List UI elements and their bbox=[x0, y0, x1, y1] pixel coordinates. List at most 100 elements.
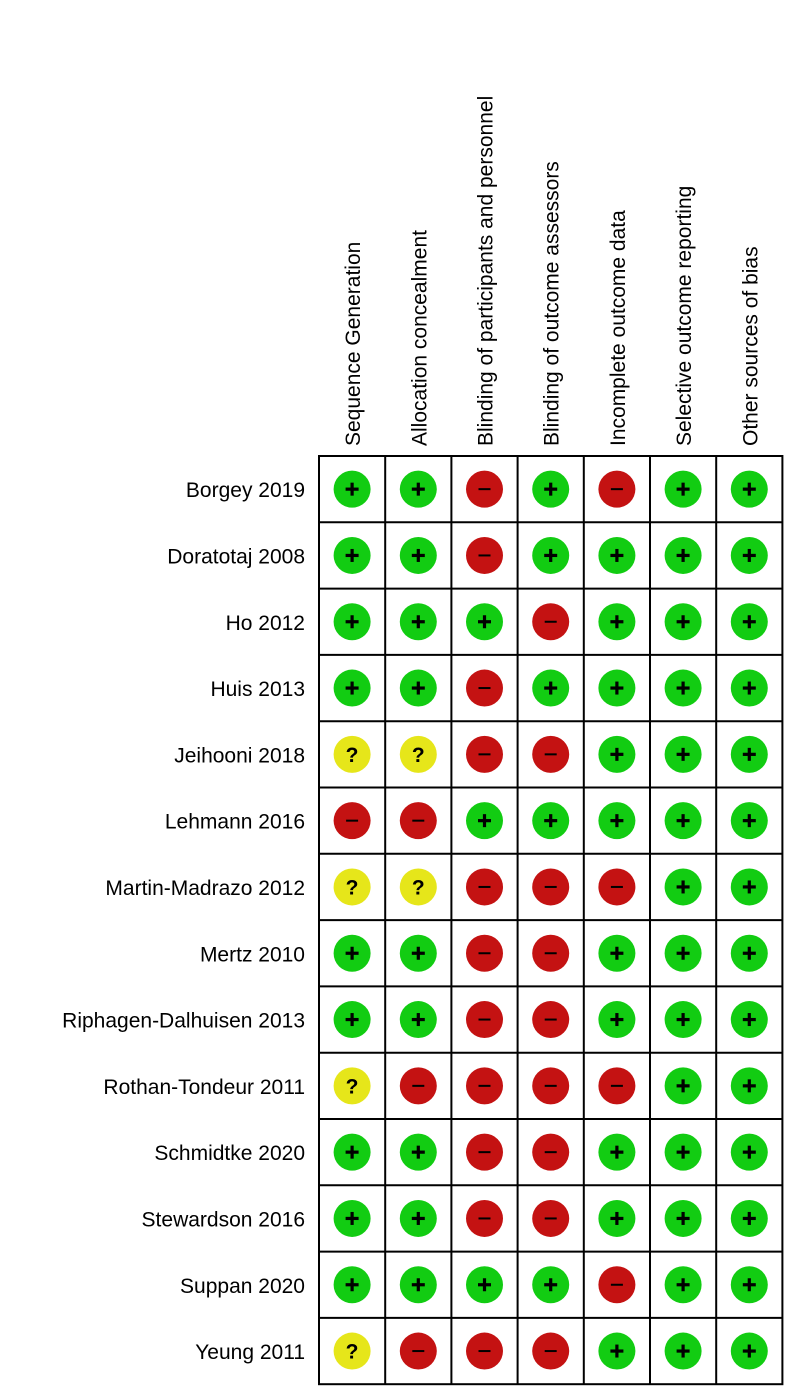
rating-circle bbox=[399, 735, 437, 773]
column-headers: Sequence Generation Allocation concealmen… bbox=[342, 96, 762, 446]
low-risk-mark bbox=[598, 802, 636, 840]
study-label: Jeihooni 2018 bbox=[174, 744, 305, 767]
low-risk-mark bbox=[664, 802, 702, 840]
minus-icon bbox=[478, 488, 491, 491]
study-label: Schmidtke 2020 bbox=[154, 1142, 305, 1165]
low-risk-mark bbox=[333, 536, 371, 574]
low-risk-mark bbox=[532, 470, 570, 508]
minus-icon bbox=[412, 1084, 425, 1087]
rating-circle bbox=[333, 1067, 371, 1105]
plus-icon bbox=[681, 1013, 685, 1027]
minus-icon bbox=[478, 554, 491, 557]
plus-icon bbox=[681, 1278, 685, 1292]
plus-icon bbox=[416, 548, 420, 562]
rating-circle bbox=[333, 868, 371, 906]
unclear-risk-mark: ? bbox=[333, 735, 371, 773]
low-risk-mark bbox=[598, 603, 636, 641]
plus-icon bbox=[681, 1211, 685, 1225]
plus-icon bbox=[549, 681, 553, 695]
plus-icon bbox=[747, 681, 751, 695]
minus-icon bbox=[610, 1084, 623, 1087]
low-risk-mark bbox=[466, 603, 503, 641]
low-risk-mark bbox=[399, 934, 437, 972]
plus-icon bbox=[350, 681, 354, 695]
column-header: Sequence Generation bbox=[342, 242, 365, 446]
low-risk-mark bbox=[730, 603, 768, 641]
low-risk-mark bbox=[399, 536, 437, 574]
low-risk-mark bbox=[532, 536, 570, 574]
study-label: Borgey 2019 bbox=[186, 479, 305, 502]
low-risk-mark bbox=[598, 669, 636, 707]
low-risk-mark bbox=[730, 1266, 768, 1304]
column-header: Other sources of bias bbox=[739, 246, 762, 446]
plus-icon bbox=[482, 615, 487, 629]
low-risk-mark bbox=[664, 1266, 702, 1304]
low-risk-mark bbox=[664, 536, 702, 574]
high-risk-mark bbox=[466, 470, 503, 508]
rating-cells: ?????? bbox=[333, 470, 768, 1370]
low-risk-mark bbox=[333, 1001, 371, 1039]
plus-icon bbox=[350, 1211, 354, 1225]
plus-icon bbox=[416, 482, 420, 496]
minus-icon bbox=[544, 885, 557, 888]
low-risk-mark bbox=[532, 802, 570, 840]
low-risk-mark bbox=[333, 603, 371, 641]
plus-icon bbox=[681, 548, 685, 562]
high-risk-mark bbox=[598, 470, 636, 508]
study-label: Suppan 2020 bbox=[180, 1275, 305, 1298]
high-risk-mark bbox=[466, 1199, 503, 1237]
plus-icon bbox=[482, 814, 487, 828]
study-label: Huis 2013 bbox=[210, 678, 305, 701]
plus-icon bbox=[350, 1013, 354, 1027]
minus-icon bbox=[478, 1217, 491, 1220]
low-risk-mark bbox=[399, 1266, 437, 1304]
high-risk-mark bbox=[466, 1133, 503, 1171]
minus-icon bbox=[544, 1018, 557, 1021]
low-risk-mark bbox=[598, 536, 636, 574]
plus-icon bbox=[350, 615, 354, 629]
minus-icon bbox=[544, 753, 557, 756]
column-header: Selective outcome reporting bbox=[673, 186, 696, 446]
high-risk-mark bbox=[466, 934, 503, 972]
minus-icon bbox=[478, 1151, 491, 1154]
low-risk-mark bbox=[730, 1199, 768, 1237]
plus-icon bbox=[747, 814, 751, 828]
high-risk-mark bbox=[399, 802, 437, 840]
plus-icon bbox=[549, 814, 553, 828]
plus-icon bbox=[416, 946, 420, 960]
plus-icon bbox=[681, 1344, 685, 1358]
plus-icon bbox=[615, 814, 619, 828]
high-risk-mark bbox=[532, 735, 570, 773]
minus-icon bbox=[478, 1084, 491, 1087]
plus-icon bbox=[615, 1344, 619, 1358]
plus-icon bbox=[681, 946, 685, 960]
plus-icon bbox=[416, 1278, 420, 1292]
low-risk-mark bbox=[598, 1199, 636, 1237]
low-risk-mark bbox=[399, 1133, 437, 1171]
low-risk-mark bbox=[399, 1001, 437, 1039]
high-risk-mark bbox=[532, 1199, 570, 1237]
high-risk-mark bbox=[466, 536, 503, 574]
low-risk-mark bbox=[598, 934, 636, 972]
low-risk-mark bbox=[664, 1133, 702, 1171]
grid bbox=[318, 455, 784, 1386]
question-icon: ? bbox=[346, 1341, 359, 1364]
unclear-risk-mark: ? bbox=[333, 1067, 371, 1105]
minus-icon bbox=[412, 819, 425, 822]
plus-icon bbox=[416, 1211, 420, 1225]
low-risk-mark bbox=[333, 1266, 371, 1304]
plus-icon bbox=[615, 1013, 619, 1027]
low-risk-mark bbox=[664, 1067, 702, 1105]
high-risk-mark bbox=[532, 603, 570, 641]
high-risk-mark bbox=[532, 1133, 570, 1171]
high-risk-mark bbox=[466, 868, 503, 906]
plus-icon bbox=[615, 548, 619, 562]
minus-icon bbox=[478, 952, 491, 955]
plus-icon bbox=[416, 681, 420, 695]
plus-icon bbox=[747, 1278, 751, 1292]
minus-icon bbox=[544, 1084, 557, 1087]
high-risk-mark bbox=[466, 1332, 503, 1370]
high-risk-mark bbox=[598, 868, 636, 906]
low-risk-mark bbox=[333, 470, 371, 508]
